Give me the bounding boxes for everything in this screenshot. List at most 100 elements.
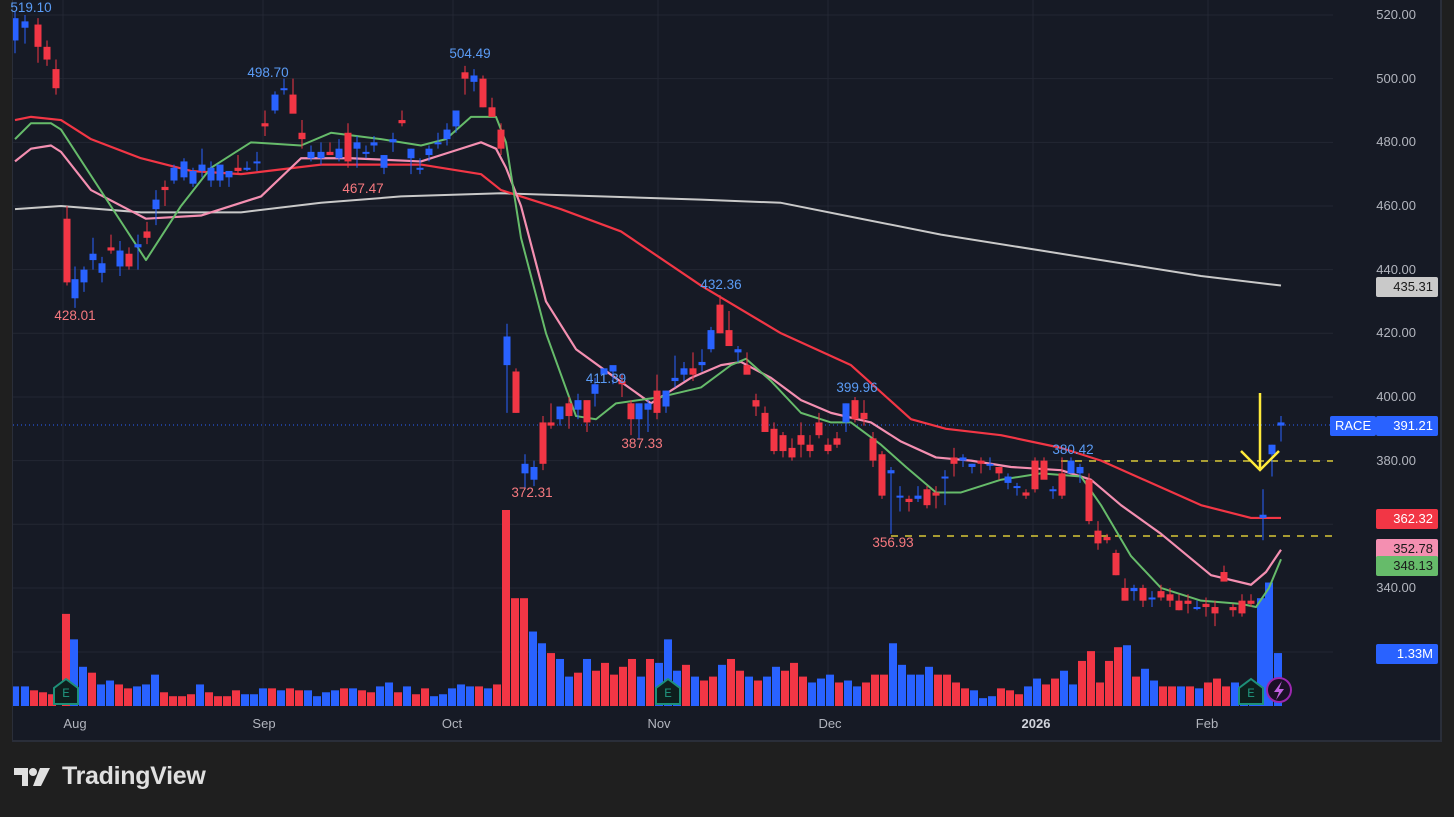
earnings-icon[interactable]: E xyxy=(655,677,681,705)
candle-body xyxy=(152,199,160,210)
high-price-label: 432.36 xyxy=(700,277,742,292)
candle-body xyxy=(556,406,564,420)
tradingview-logo[interactable]: TradingView xyxy=(14,762,206,791)
candle-body xyxy=(977,460,985,464)
price-tick: 340.00 xyxy=(1376,579,1416,595)
candle-body xyxy=(317,151,325,159)
volume-bar xyxy=(232,690,240,706)
candle-body xyxy=(725,330,733,347)
price-tick: 380.00 xyxy=(1376,452,1416,468)
candle-body xyxy=(905,498,913,502)
price-tick: 400.00 xyxy=(1376,388,1416,404)
volume-bar xyxy=(439,694,447,706)
chart-panel[interactable]: E E E 520.00 500.00 480.00 460.00 440.00 420.00… xyxy=(10,0,1443,742)
high-price-label: 411.39 xyxy=(585,371,627,386)
volume-bar xyxy=(48,694,56,706)
candle-body xyxy=(583,400,591,423)
low-price-label: 467.47 xyxy=(342,181,384,196)
volume-bar xyxy=(664,639,672,706)
candle-body xyxy=(1229,607,1237,611)
dividend-lightning-icon[interactable] xyxy=(1266,677,1292,703)
time-label: Dec xyxy=(818,716,842,731)
volume-bar xyxy=(538,643,546,706)
volume-bar xyxy=(637,676,645,706)
candle-body xyxy=(170,167,178,181)
volume-bar xyxy=(1123,645,1131,706)
candle-body xyxy=(180,161,188,178)
volume-bar xyxy=(790,662,798,706)
candle-body xyxy=(34,24,42,47)
candle-body xyxy=(234,167,242,171)
ema10-line xyxy=(14,115,1282,609)
candle-body xyxy=(1094,530,1102,544)
candle-body xyxy=(198,164,206,171)
candle-body xyxy=(950,457,958,464)
candle-body xyxy=(52,69,60,89)
candle-body xyxy=(1166,594,1174,601)
volume-bar xyxy=(556,658,564,706)
earnings-icon[interactable]: E xyxy=(53,677,79,705)
brand-name: TradingView xyxy=(62,762,206,790)
volume-bar xyxy=(871,674,879,706)
volume-bar xyxy=(214,696,222,706)
volume-bar xyxy=(1087,651,1095,706)
earnings-icon[interactable]: E xyxy=(1238,677,1264,705)
volume-bar xyxy=(898,664,906,706)
candle-body xyxy=(380,155,388,168)
volume-bar xyxy=(1159,686,1167,706)
candle-body xyxy=(860,412,868,420)
time-label: Aug xyxy=(63,716,87,731)
candle-body xyxy=(539,422,547,464)
candle-body xyxy=(389,139,397,143)
volume-bar xyxy=(736,670,744,706)
volume-bar xyxy=(187,694,195,706)
volume-bar xyxy=(745,676,753,706)
candle-body xyxy=(407,148,415,159)
volume-bar xyxy=(160,692,168,706)
price-tick: 500.00 xyxy=(1376,70,1416,86)
candle-body xyxy=(452,110,460,127)
candle-body xyxy=(995,466,1003,474)
volume-bar xyxy=(808,682,816,706)
volume-bar xyxy=(1033,678,1041,706)
low-price-label: 387.33 xyxy=(621,436,663,451)
volume-bar xyxy=(475,686,483,706)
candle-body xyxy=(1049,489,1057,492)
candle-body xyxy=(600,368,608,375)
candle-body xyxy=(878,454,886,496)
volume-bar xyxy=(763,676,771,706)
sma200-price-tag: 435.31 xyxy=(1376,277,1438,297)
volume-bar xyxy=(295,690,303,706)
symbol-tag: RACE xyxy=(1330,416,1377,436)
candle-body xyxy=(851,400,859,420)
volume-bar xyxy=(844,680,852,706)
candle-body xyxy=(574,400,582,410)
volume-bar xyxy=(970,690,978,706)
price-tick: 480.00 xyxy=(1376,134,1416,150)
volume-bar xyxy=(1114,647,1122,706)
volume-bar xyxy=(13,686,19,706)
candle-body xyxy=(89,253,97,261)
volume-bar xyxy=(682,664,690,706)
candle-body xyxy=(869,438,877,461)
volume-bar xyxy=(106,680,114,706)
volume-bar xyxy=(619,666,627,706)
candle-body xyxy=(1022,492,1030,496)
volume-bar xyxy=(601,662,609,706)
candle-body xyxy=(887,470,895,474)
time-label: 2026 xyxy=(1021,716,1051,731)
volume-bar xyxy=(1150,680,1158,706)
candle-body xyxy=(842,403,850,423)
candle-body xyxy=(503,336,511,366)
svg-text:E: E xyxy=(1247,686,1255,701)
candle-body xyxy=(289,94,297,114)
candle-body xyxy=(1211,607,1219,614)
volume-bar xyxy=(286,688,294,706)
volume-bar xyxy=(493,684,501,706)
candle-body xyxy=(1259,514,1267,518)
candle-body xyxy=(743,365,751,375)
candle-body xyxy=(13,18,19,41)
candle-body xyxy=(653,390,661,413)
volume-bar xyxy=(520,598,528,706)
